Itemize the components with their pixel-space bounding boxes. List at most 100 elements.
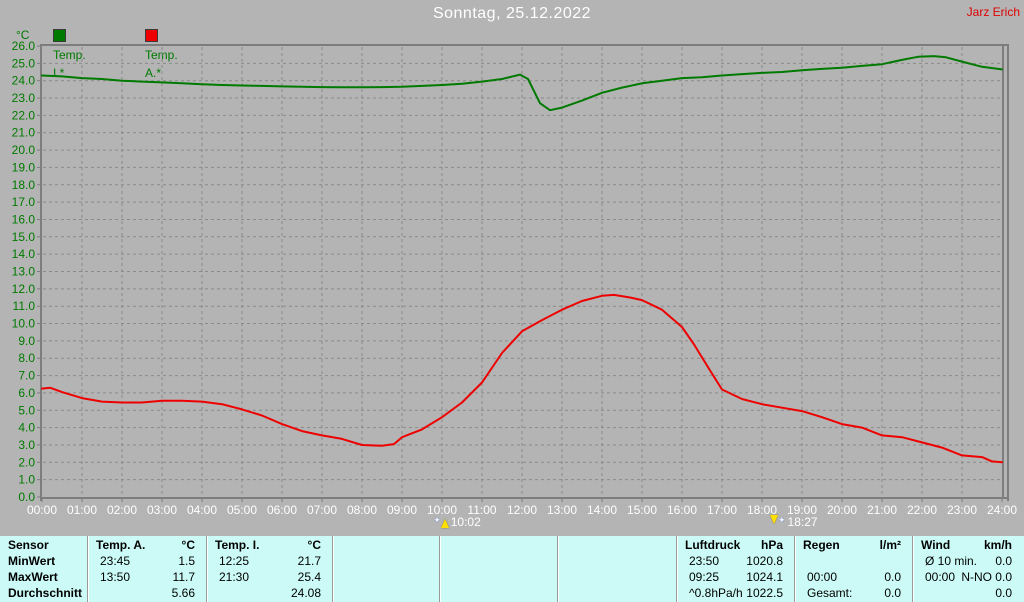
y-axis-unit-label: °C <box>16 28 30 42</box>
table-column-separator <box>794 536 795 602</box>
arrow-down-icon <box>770 515 778 524</box>
daily-stats-table: Sensor MinWert MaxWert Durchschnitt Temp. A.… <box>0 536 1024 602</box>
table-column-separator-highlight <box>207 536 208 602</box>
legend-item-temp-i: Temp. I.* <box>53 28 86 80</box>
stat-time-cell: 00:00 <box>925 570 956 584</box>
stat-time-cell: 23:45 <box>100 554 131 568</box>
y-tick-label: 17.0 <box>12 195 36 209</box>
table-column-separator <box>332 536 333 602</box>
table-column-separator-highlight <box>677 536 678 602</box>
user-name: Jarz Erich <box>966 5 1020 19</box>
stat-value-cell: 0.0 <box>884 570 901 584</box>
stat-row-label: MaxWert <box>8 570 58 584</box>
sensor-name-header: Regen <box>803 538 840 552</box>
stat-time-cell: 12:25 <box>219 554 250 568</box>
stat-time-cell: 00:00 <box>807 570 838 584</box>
x-tick-label: 23:00 <box>947 503 977 517</box>
x-tick-label: 13:00 <box>547 503 577 517</box>
stat-time-cell: 23:50 <box>689 554 720 568</box>
y-tick-label: 7.0 <box>18 369 35 383</box>
table-column-separator <box>912 536 913 602</box>
stat-row-label: Durchschnitt <box>8 586 83 600</box>
stat-row-label: Sensor <box>8 538 49 552</box>
stat-value-cell: 0.0 <box>995 554 1012 568</box>
sensor-name-header: Temp. I. <box>215 538 260 552</box>
sensor-unit-header: °C <box>181 538 195 552</box>
sunset-time-marker: ✦ 18:27 <box>770 515 818 531</box>
x-tick-label: 19:00 <box>787 503 817 517</box>
temperature-chart: 0.0 1.0 2.0 3.0 4.0 5.0 6.0 7.0 8.0 9.0 10.0 11.0 12… <box>12 39 1018 517</box>
stat-time-cell: 13:50 <box>100 570 131 584</box>
x-tick-label: 06:00 <box>267 503 297 517</box>
sensor-unit-header: °C <box>307 538 321 552</box>
stat-value-cell: 1020.8 <box>746 554 783 568</box>
temp-i-legend-label: Temp. I.* <box>53 48 86 80</box>
temp-i-line <box>41 55 1003 112</box>
table-column-separator <box>557 536 558 602</box>
stat-value-cell: 24.08 <box>290 586 321 600</box>
x-tick-label: 20:00 <box>827 503 857 517</box>
y-tick-label: 24.0 <box>12 74 36 88</box>
sensor-name-header: Temp. A. <box>96 538 146 552</box>
y-tick-label: 3.0 <box>18 438 35 452</box>
stat-value-cell: 1024.1 <box>746 570 783 584</box>
temp-i-swatch-icon <box>53 29 66 42</box>
x-tick-label: 00:00 <box>27 503 57 517</box>
stat-value-cell: 11.7 <box>172 570 195 584</box>
table-column-separator-highlight <box>913 536 914 602</box>
stat-time-cell: Ø 10 min. <box>925 554 978 568</box>
table-column-separator-highlight <box>88 536 89 602</box>
page-title: Sonntag, 25.12.2022 <box>432 5 592 22</box>
table-column-separator <box>87 536 88 602</box>
y-tick-label: 12.0 <box>12 282 36 296</box>
stat-value-cell: N-NO 0.0 <box>961 570 1012 584</box>
y-tick-label: 23.0 <box>12 91 36 105</box>
stat-value-cell: 5.66 <box>171 586 195 600</box>
x-tick-label: 07:00 <box>307 503 337 517</box>
y-tick-label: 8.0 <box>18 351 35 365</box>
table-column-separator-highlight <box>440 536 441 602</box>
x-tick-label: 05:00 <box>227 503 257 517</box>
temp-a-line <box>41 293 1003 464</box>
y-tick-label: 2.0 <box>18 455 35 469</box>
y-tick-label: 19.0 <box>12 160 36 174</box>
sensor-unit-header: l/m² <box>879 538 901 552</box>
stat-value-cell: 21.7 <box>297 554 321 568</box>
x-tick-label: 10:00 <box>427 503 457 517</box>
table-column-separator <box>206 536 207 602</box>
marker-time-label: 10:02 <box>450 515 481 529</box>
y-tick-label: 13.0 <box>12 265 36 279</box>
temp-a-swatch-icon <box>145 29 158 42</box>
stat-time-cell: Gesamt: <box>807 586 853 600</box>
sunrise-time-marker: ✦ 10:02 <box>433 515 481 531</box>
table-column-separator-highlight <box>795 536 796 602</box>
x-tick-label: 04:00 <box>187 503 217 517</box>
x-tick-label: 14:00 <box>587 503 617 517</box>
x-tick-label: 16:00 <box>667 503 697 517</box>
sensor-unit-header: hPa <box>760 538 783 552</box>
x-tick-label: 01:00 <box>67 503 97 517</box>
y-tick-label: 16.0 <box>12 212 36 226</box>
y-tick-label: 0.0 <box>18 490 35 504</box>
y-tick-label: 20.0 <box>12 143 36 157</box>
x-tick-label: 11:00 <box>467 503 496 517</box>
stat-value-cell: 0.0 <box>995 586 1012 600</box>
sensor-unit-header: km/h <box>983 538 1012 552</box>
y-tick-label: 9.0 <box>18 334 35 348</box>
stat-time-cell: ^0.8hPa/h <box>689 586 743 600</box>
table-column-separator-highlight <box>333 536 334 602</box>
y-tick-label: 25.0 <box>12 56 36 70</box>
x-tick-label: 09:00 <box>387 503 417 517</box>
stat-time-cell: 21:30 <box>219 570 250 584</box>
x-tick-label: 17:00 <box>707 503 737 517</box>
y-tick-label: 1.0 <box>18 473 35 487</box>
y-tick-label: 26.0 <box>12 39 36 53</box>
x-tick-label: 12:00 <box>507 503 537 517</box>
table-column-separator <box>439 536 440 602</box>
y-tick-label: 11.0 <box>13 299 36 313</box>
x-tick-label: 21:00 <box>867 503 897 517</box>
x-tick-label: 02:00 <box>107 503 137 517</box>
sensor-name-header: Luftdruck <box>685 538 741 552</box>
y-tick-label: 5.0 <box>18 403 35 417</box>
